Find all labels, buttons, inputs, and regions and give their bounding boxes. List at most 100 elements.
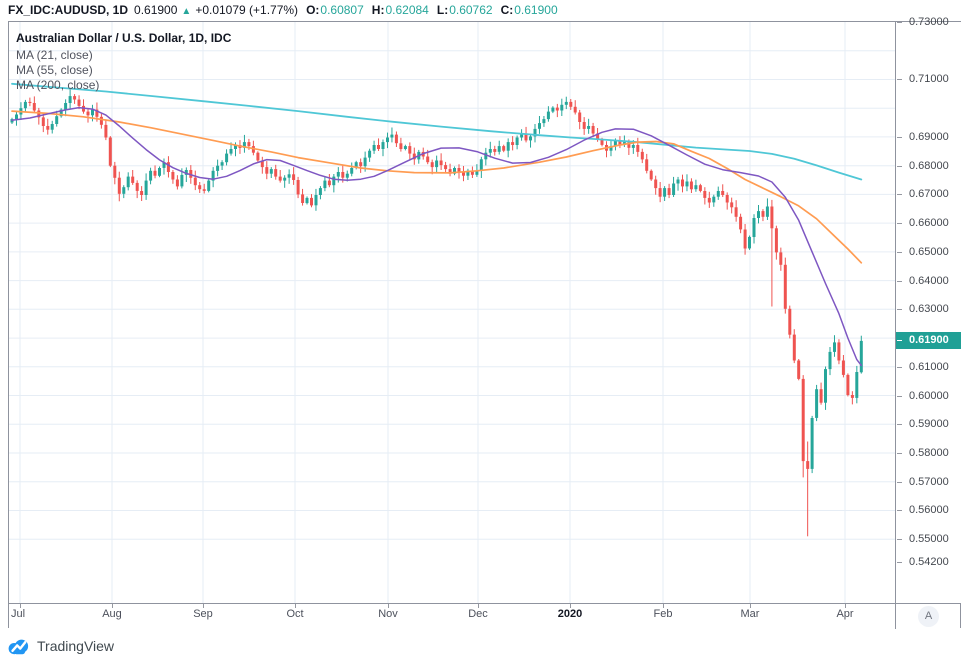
candle-body — [578, 112, 582, 122]
ma55-line[interactable] — [11, 110, 863, 264]
candle-body — [287, 174, 291, 178]
candle-body — [470, 170, 474, 175]
candle-body — [368, 150, 372, 158]
candle-body — [144, 180, 148, 195]
candle-body — [117, 177, 121, 194]
candle-body — [689, 181, 693, 190]
high-value: 0.62084 — [385, 3, 429, 17]
candle-body — [426, 156, 430, 163]
candle-body — [618, 140, 622, 145]
candle-body — [850, 395, 854, 398]
candle-body — [162, 162, 166, 168]
candle-body — [122, 187, 126, 194]
candle-body — [46, 126, 50, 130]
low-label: L: — [436, 3, 449, 17]
candle-body — [645, 159, 649, 171]
candle-body — [448, 169, 452, 174]
candle-body — [171, 172, 175, 180]
ma21-line[interactable] — [11, 106, 863, 367]
candle-body — [59, 109, 63, 117]
candle-body — [435, 160, 439, 168]
candle-body — [32, 103, 36, 111]
time-axis-label-feb: Feb — [653, 608, 673, 620]
legend-ma-21[interactable]: MA (21, close) — [16, 48, 93, 62]
candle-body — [41, 117, 45, 126]
candle-body — [296, 180, 300, 195]
candle-body — [457, 168, 461, 172]
candle-body — [730, 202, 734, 208]
candle-body — [591, 126, 595, 134]
candle-body — [394, 134, 398, 144]
candle-body — [774, 228, 778, 253]
candle-body — [444, 165, 448, 170]
axis-tick — [897, 223, 902, 224]
candle-body — [770, 206, 774, 229]
tradingview-logo-icon — [8, 639, 29, 654]
legend-ma-200[interactable]: MA (200, close) — [16, 78, 100, 92]
legend-ma-55[interactable]: MA (55, close) — [16, 63, 93, 77]
candle-body — [667, 188, 671, 195]
time-axis[interactable]: A Jul Aug Sep Oct Nov Dec 2020 Feb Mar Apr — [9, 603, 960, 629]
candle-body — [859, 340, 863, 373]
candle-body — [833, 342, 836, 352]
candle-body — [564, 101, 568, 105]
candle-body — [354, 162, 358, 168]
candle-body — [28, 101, 32, 103]
price-axis[interactable]: 0.73000 0.71000 0.69000 0.68000 0.67000 0.660… — [896, 16, 961, 603]
candlestick-chart[interactable] — [9, 22, 895, 603]
tradingview-attribution[interactable]: TradingView — [8, 636, 114, 656]
candle-body — [283, 177, 287, 181]
axis-tick — [897, 424, 902, 425]
high-label: H: — [371, 3, 385, 17]
price-axis-label: 0.57000 — [896, 474, 961, 490]
candle-body — [126, 176, 130, 188]
price-up-arrow-icon: ▲ — [181, 6, 192, 17]
axis-tick — [897, 340, 902, 341]
price-axis-label: 0.54200 — [896, 554, 961, 570]
candle-body — [108, 137, 112, 166]
low-value: 0.60762 — [449, 3, 493, 17]
candle-body — [314, 195, 318, 206]
candle-body — [37, 110, 41, 118]
candle-body — [533, 128, 537, 137]
auto-scale-button[interactable]: A — [918, 606, 939, 627]
candle-body — [350, 168, 354, 174]
candle-body — [846, 374, 850, 395]
candle-body — [64, 103, 68, 110]
candle-body — [318, 188, 322, 195]
candle-body — [381, 142, 385, 149]
candle-body — [310, 197, 313, 206]
candle-body — [546, 111, 550, 120]
candle-body — [189, 170, 193, 178]
candle-body — [180, 174, 184, 187]
candle-body — [345, 173, 349, 178]
chart-pane[interactable]: Australian Dollar / U.S. Dollar, 1D, IDC… — [9, 22, 896, 603]
candle-body — [453, 168, 456, 174]
candle-body — [538, 123, 541, 129]
candle-body — [658, 188, 662, 197]
candle-body — [158, 168, 161, 176]
candle-body — [569, 101, 573, 107]
candle-body — [327, 180, 331, 186]
candle-body — [242, 142, 246, 148]
candle-body — [166, 162, 170, 172]
candle-body — [439, 160, 443, 166]
price-axis-label: 0.68000 — [896, 158, 961, 174]
candle-body — [627, 142, 631, 148]
symbol-name[interactable]: FX_IDC:AUDUSD, 1D — [8, 3, 129, 17]
candle-body — [810, 418, 814, 469]
candle-body — [390, 134, 394, 138]
candle-body — [377, 145, 380, 149]
candle-body — [721, 191, 725, 195]
candle-body — [761, 211, 765, 217]
axis-separator — [895, 604, 896, 629]
axis-tick — [897, 194, 902, 195]
candle-body — [797, 360, 801, 379]
candle-body — [506, 142, 510, 151]
candle-body — [587, 126, 591, 129]
ma200-line[interactable] — [11, 82, 863, 181]
candle-body — [247, 142, 251, 147]
price-axis-label: 0.66000 — [896, 215, 961, 231]
time-axis-tick — [20, 604, 21, 608]
legend-symbol-title[interactable]: Australian Dollar / U.S. Dollar, 1D, IDC — [16, 31, 232, 45]
